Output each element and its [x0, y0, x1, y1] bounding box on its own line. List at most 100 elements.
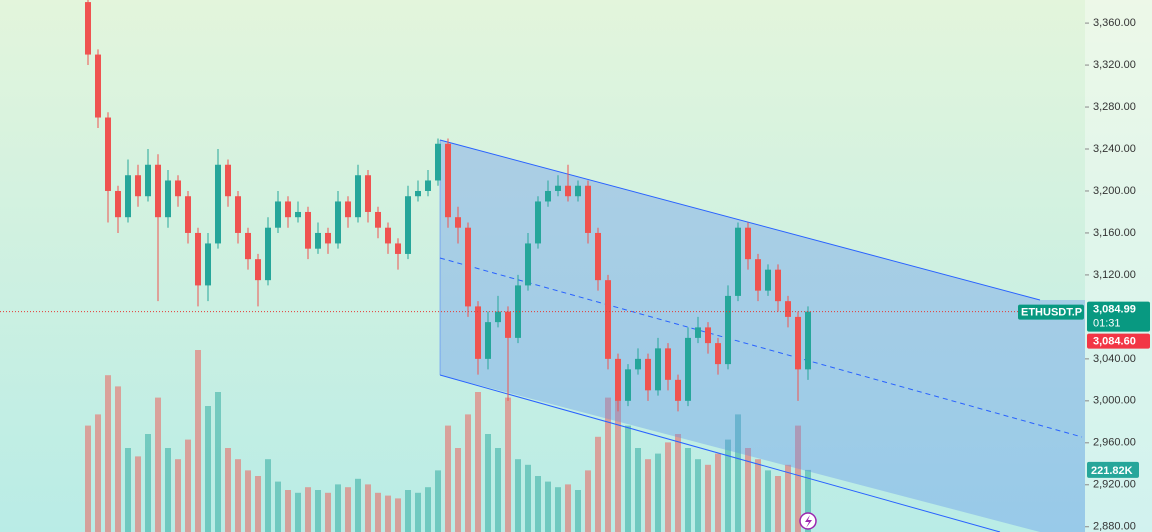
- volume-bar: [525, 464, 531, 532]
- candle-body: [275, 201, 281, 228]
- volume-bar: [635, 448, 641, 532]
- candle-body: [645, 358, 651, 391]
- candle-body: [425, 180, 431, 191]
- volume-bar: [405, 490, 411, 532]
- volume-bar: [315, 490, 321, 532]
- volume-bar: [95, 414, 101, 532]
- volume-bar: [545, 481, 551, 532]
- candle-body: [235, 196, 241, 233]
- candle-body: [245, 232, 251, 260]
- y-tick-label: 3,200.00: [1093, 185, 1136, 197]
- last-price-label: 3,084.99: [1093, 304, 1136, 316]
- channel-fill: [440, 140, 1085, 532]
- candle-body: [695, 327, 701, 338]
- candle-body: [405, 196, 411, 254]
- volume-bar: [645, 459, 651, 532]
- candle-body: [575, 185, 581, 197]
- candle-body: [685, 337, 691, 401]
- y-tick-label: 2,920.00: [1093, 479, 1136, 491]
- volume-bar: [485, 434, 491, 532]
- candle-body: [805, 311, 811, 370]
- volume-bar: [675, 434, 681, 532]
- volume-bar: [215, 392, 221, 532]
- candle-body: [705, 327, 711, 344]
- volume-bar: [365, 484, 371, 532]
- volume-bar: [375, 492, 381, 532]
- y-tick-label: 2,960.00: [1093, 437, 1136, 449]
- volume-bar: [165, 448, 171, 532]
- candle-body: [135, 175, 141, 197]
- symbol-label: ETHUSDT.P: [1021, 307, 1082, 319]
- volume-bar: [255, 476, 261, 532]
- volume-bar: [145, 434, 151, 532]
- candle-body: [315, 232, 321, 249]
- volume-bar: [775, 476, 781, 532]
- volume-bar: [495, 448, 501, 532]
- candle-body: [565, 185, 571, 197]
- volume-bar: [475, 392, 481, 532]
- volume-bar: [565, 484, 571, 532]
- volume-bar: [435, 470, 441, 532]
- volume-bar: [455, 448, 461, 532]
- volume-bar: [115, 386, 121, 532]
- candle-body: [615, 358, 621, 401]
- volume-bar: [275, 481, 281, 532]
- candle-body: [715, 343, 721, 365]
- volume-bar: [415, 492, 421, 532]
- candle-body: [455, 217, 461, 228]
- volume-bar: [715, 453, 721, 532]
- y-tick-label: 3,280.00: [1093, 101, 1136, 113]
- bid-tag: [1087, 333, 1150, 349]
- candle-body: [485, 322, 491, 359]
- candle-body: [655, 348, 661, 391]
- candle-body: [395, 243, 401, 254]
- candle-body: [665, 348, 671, 380]
- volume-bar: [685, 448, 691, 532]
- volume-bar: [755, 459, 761, 532]
- candle-body: [795, 316, 801, 370]
- volume-bar: [425, 487, 431, 532]
- candle-body: [465, 227, 471, 307]
- volume-bar: [195, 350, 201, 532]
- volume-bar: [585, 470, 591, 532]
- volume-bar: [705, 464, 711, 532]
- candle-body: [765, 269, 771, 291]
- candle-body: [215, 164, 221, 244]
- volume-bar: [325, 492, 331, 532]
- volume-bar: [725, 439, 731, 532]
- volume-bar: [665, 442, 671, 532]
- y-tick-label: 3,000.00: [1093, 395, 1136, 407]
- y-tick-label: 3,120.00: [1093, 269, 1136, 281]
- candle-body: [305, 211, 311, 249]
- candle-body: [155, 164, 161, 218]
- candle-body: [745, 227, 751, 260]
- channel-upper: [439, 139, 1041, 301]
- candle-body: [335, 201, 341, 244]
- volume-label: 221.82K: [1091, 465, 1133, 477]
- volume-bar: [135, 456, 141, 532]
- volume-bar: [625, 425, 631, 532]
- volume-bar: [595, 436, 601, 532]
- candle-body: [785, 301, 791, 317]
- candle-body: [415, 190, 421, 197]
- volume-bar: [205, 406, 211, 532]
- volume-bar: [805, 469, 811, 532]
- candle-body: [255, 259, 261, 281]
- candle-body: [105, 117, 111, 191]
- candle-body: [755, 259, 761, 291]
- candle-body: [555, 185, 561, 191]
- y-tick-label: 2,880.00: [1093, 521, 1136, 532]
- candle-body: [605, 280, 611, 359]
- candle-body: [635, 358, 641, 370]
- volume-bar: [245, 470, 251, 532]
- volume-bar: [305, 487, 311, 532]
- candle-body: [195, 232, 201, 286]
- volume-bar: [335, 484, 341, 532]
- price-axis: 3,360.00 3,320.00 3,280.00 3,240.00 3,200.00…: [1085, 0, 1152, 532]
- candle-body: [375, 211, 381, 228]
- y-tick-label: 3,160.00: [1093, 227, 1136, 239]
- volume-bar: [395, 498, 401, 532]
- symbol-tag: [1018, 304, 1084, 320]
- candle-body: [525, 243, 531, 286]
